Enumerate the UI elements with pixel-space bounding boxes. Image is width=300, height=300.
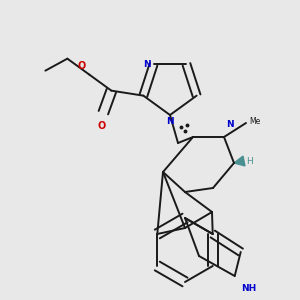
- Text: H: H: [246, 157, 253, 166]
- Text: Me: Me: [249, 116, 260, 125]
- Text: N: N: [166, 117, 174, 126]
- Text: N: N: [226, 120, 234, 129]
- Text: O: O: [77, 61, 86, 71]
- Text: NH: NH: [241, 284, 256, 293]
- Polygon shape: [234, 156, 245, 166]
- Text: N: N: [143, 60, 151, 69]
- Text: O: O: [97, 121, 106, 131]
